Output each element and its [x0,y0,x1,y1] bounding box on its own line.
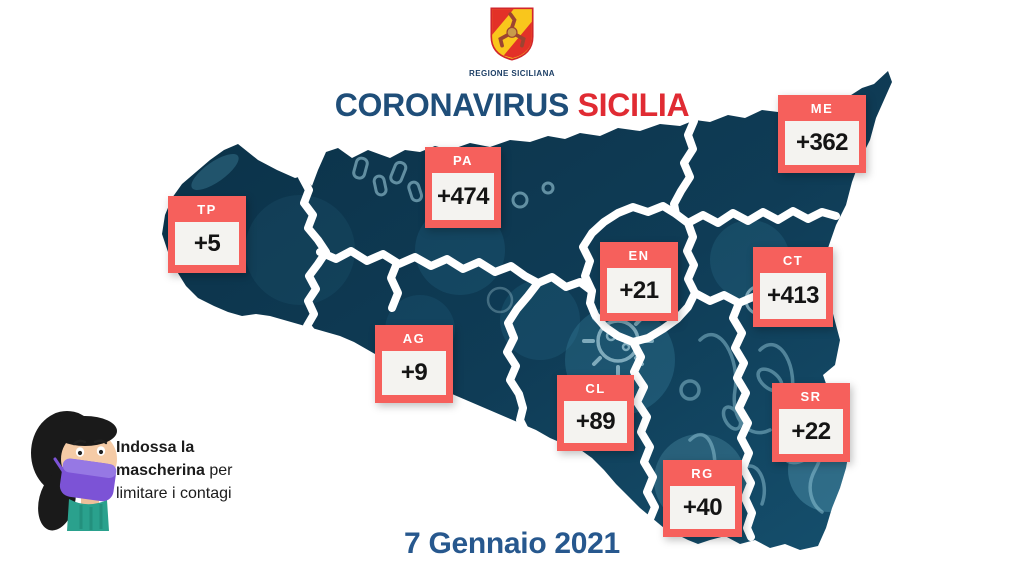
mask-notice-line3: limitare i contagi [116,485,232,502]
mask-notice-line2: mascherina per [116,462,233,479]
province-box-en: EN +21 [600,242,678,321]
mask-notice-line1: Indossa la [116,439,195,456]
province-box-cl: CL +89 [557,375,634,451]
page-title: CORONAVIRUS SICILIA [0,87,1024,124]
province-value: +89 [564,401,627,443]
province-code: AG [402,330,426,346]
province-box-me: ME +362 [778,95,866,173]
province-box-ct: CT +413 [753,247,833,327]
logo-caption: REGIONE SICILIANA [469,69,555,78]
province-code: PA [452,152,474,168]
mask-notice-text: Indossa la mascherina per limitare i con… [116,436,276,505]
province-code: RG [691,465,714,481]
province-code: SR [800,388,822,404]
province-value: +474 [432,173,494,220]
province-value: +413 [760,273,826,319]
province-box-ag: AG +9 [375,325,453,403]
province-value: +9 [382,351,446,395]
province-value: +22 [779,409,843,454]
province-box-tp: TP +5 [168,196,246,273]
regione-siciliana-logo: REGIONE SICILIANA [469,5,555,78]
province-code: CT [782,252,804,268]
mask-woman-illustration [31,411,117,531]
province-borders [298,117,840,541]
title-word-sicilia: SICILIA [577,87,690,123]
report-date: 7 Gennaio 2021 [404,527,620,560]
title-word-coronavirus: CORONAVIRUS [334,87,570,123]
header: REGIONE SICILIANA CORONAVIRUS SICILIA [0,5,1024,124]
province-code: EN [628,247,650,263]
province-value: +5 [175,222,239,265]
province-code: ME [810,100,834,116]
province-code: CL [585,380,606,396]
province-code: TP [197,201,217,217]
trinacria-shield-icon [490,7,534,61]
province-box-pa: PA +474 [425,147,501,228]
province-value: +21 [607,268,671,313]
province-value: +362 [785,121,859,165]
province-value: +40 [670,486,735,529]
province-box-sr: SR +22 [772,383,850,462]
province-box-rg: RG +40 [663,460,742,537]
